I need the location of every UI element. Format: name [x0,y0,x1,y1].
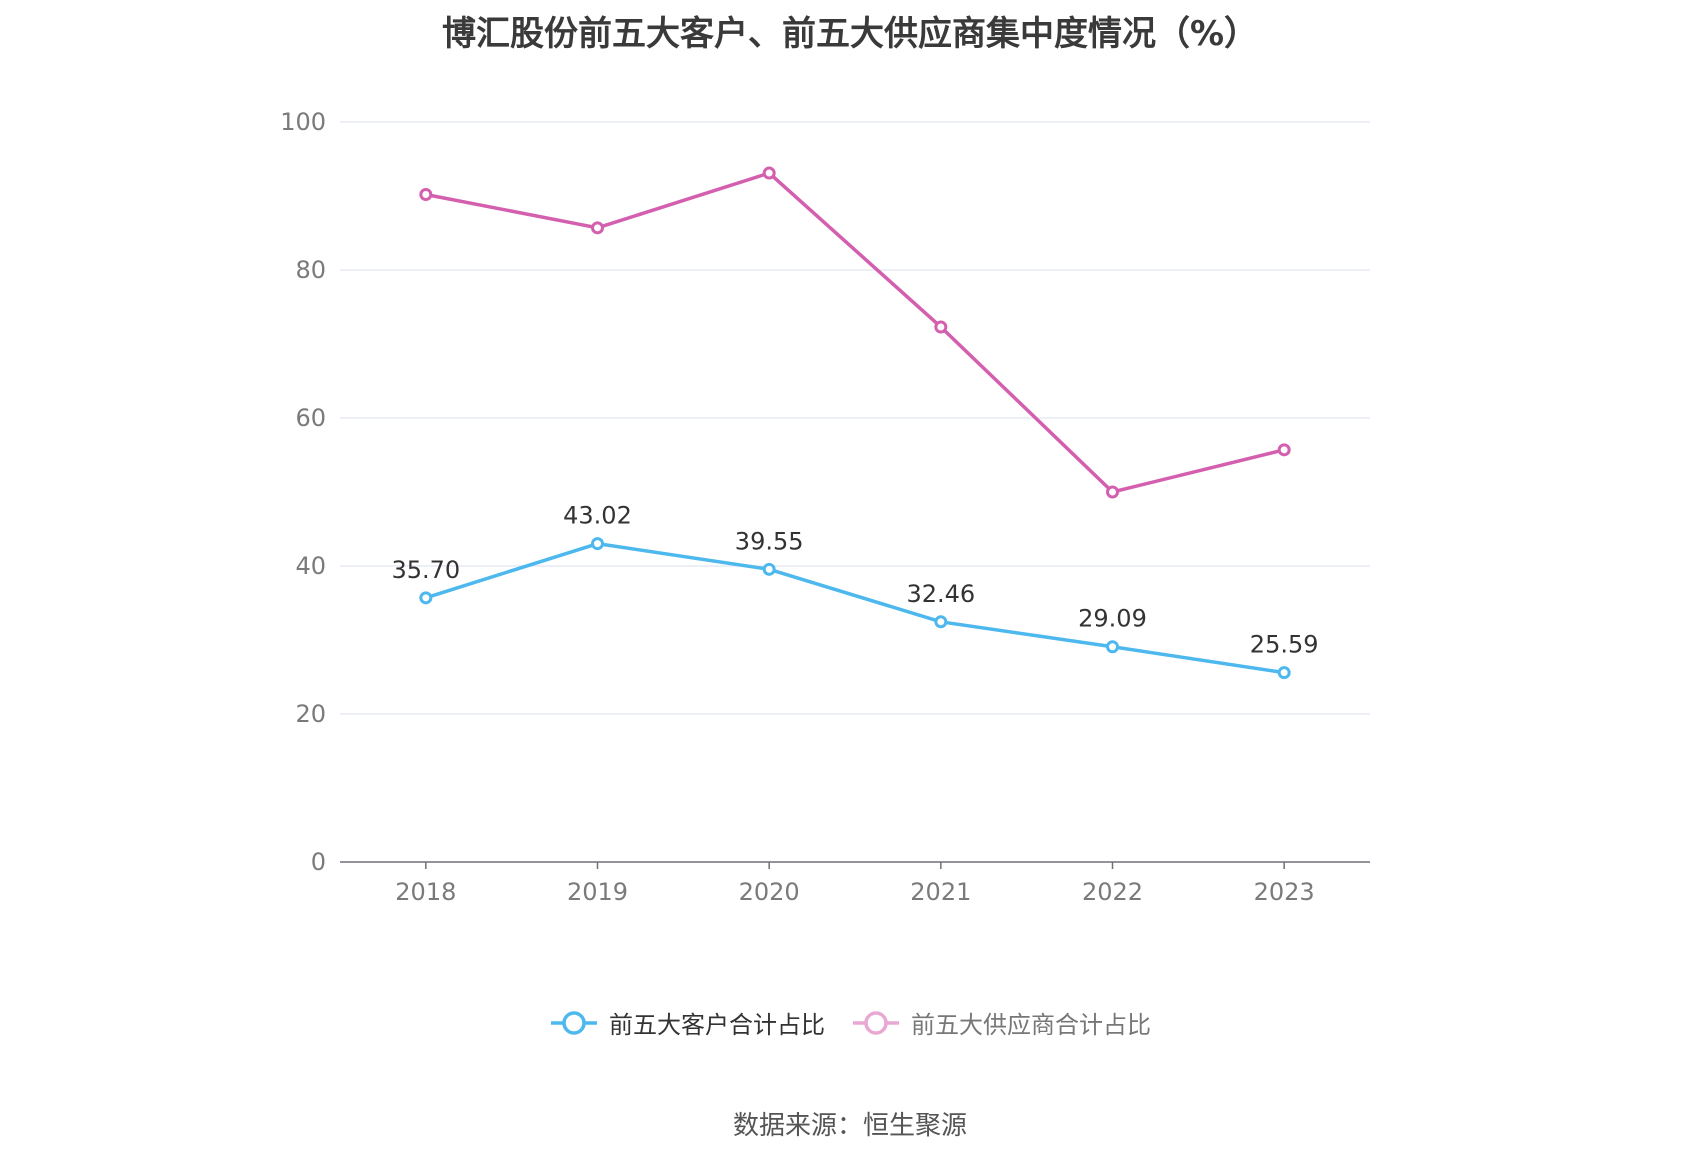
y-tick-label: 40 [295,552,326,580]
x-tick-label: 2023 [1254,878,1315,906]
legend-marker-icon [851,1008,901,1038]
legend-label: 前五大供应商合计占比 [911,1005,1151,1040]
axes: 0 20 40 60 80 100 2018 2019 2020 2021 2022 2023 [280,108,1370,906]
x-tick-label: 2019 [567,878,628,906]
data-label: 43.02 [563,502,632,530]
data-point [1108,642,1118,652]
data-point [1108,487,1118,497]
data-label: 29.09 [1078,605,1147,633]
data-point [936,322,946,332]
y-tick-label: 100 [280,108,326,136]
x-tick-label: 2018 [395,878,456,906]
data-label: 32.46 [906,580,975,608]
data-label: 35.70 [391,556,460,584]
legend-marker-icon [549,1008,599,1038]
data-point [421,593,431,603]
series-line [426,544,1284,673]
data-point [593,539,603,549]
x-tick-label: 2022 [1082,878,1143,906]
data-point [764,168,774,178]
legend-item-1[interactable]: 前五大客户合计占比 [549,1005,825,1040]
data-point [1279,668,1289,678]
data-point [936,617,946,627]
grid-lines [340,122,1370,714]
y-tick-label: 0 [311,848,326,876]
data-label: 39.55 [735,527,804,555]
data-point [421,190,431,200]
y-tick-label: 20 [295,700,326,728]
data-point [1279,445,1289,455]
legend-item-2[interactable]: 前五大供应商合计占比 [851,1005,1151,1040]
data-point [764,564,774,574]
data-labels: 35.70 43.02 39.55 32.46 29.09 25.59 [391,502,1318,659]
data-point [593,223,603,233]
series-line [426,173,1284,492]
legend-label: 前五大客户合计占比 [609,1005,825,1040]
data-label: 25.59 [1250,631,1319,659]
y-tick-label: 60 [295,404,326,432]
y-tick-label: 80 [295,256,326,284]
x-tick-label: 2021 [910,878,971,906]
x-tick-label: 2020 [739,878,800,906]
legend-marker-circle [866,1013,886,1033]
data-source: 数据来源：恒生聚源 [0,1105,1700,1142]
legend: 前五大客户合计占比 前五大供应商合计占比 [0,1005,1700,1040]
legend-marker-circle [564,1013,584,1033]
series-layer [421,168,1289,678]
